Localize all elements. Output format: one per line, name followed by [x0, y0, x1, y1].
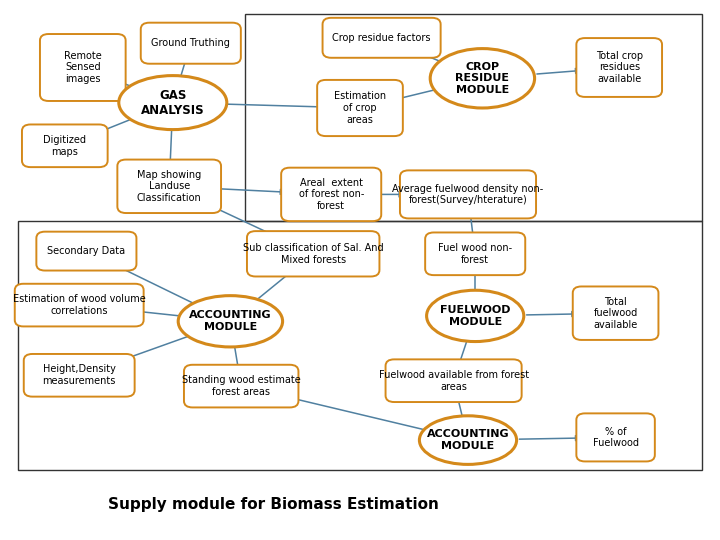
- Text: Total
fuelwood
available: Total fuelwood available: [593, 296, 638, 330]
- FancyBboxPatch shape: [323, 18, 441, 58]
- Text: ACCOUNTING
MODULE: ACCOUNTING MODULE: [189, 310, 271, 332]
- Text: Fuelwood available from forest
areas: Fuelwood available from forest areas: [379, 370, 528, 392]
- Text: Estimation
of crop
areas: Estimation of crop areas: [334, 91, 386, 125]
- Text: CROP
RESIDUE
MODULE: CROP RESIDUE MODULE: [456, 62, 510, 95]
- FancyBboxPatch shape: [117, 160, 221, 213]
- Text: Areal  extent
of forest non-
forest: Areal extent of forest non- forest: [299, 178, 364, 211]
- FancyBboxPatch shape: [318, 80, 403, 136]
- FancyBboxPatch shape: [14, 284, 143, 326]
- FancyBboxPatch shape: [577, 38, 662, 97]
- Text: Standing wood estimate
forest areas: Standing wood estimate forest areas: [182, 375, 300, 397]
- FancyBboxPatch shape: [24, 354, 135, 396]
- Text: Secondary Data: Secondary Data: [48, 246, 125, 256]
- Text: FUELWOOD
MODULE: FUELWOOD MODULE: [440, 305, 510, 327]
- Ellipse shape: [119, 76, 227, 130]
- Text: Remote
Sensed
images: Remote Sensed images: [64, 51, 102, 84]
- Text: Total crop
residues
available: Total crop residues available: [595, 51, 643, 84]
- FancyBboxPatch shape: [247, 231, 379, 276]
- Ellipse shape: [426, 291, 524, 342]
- FancyBboxPatch shape: [36, 232, 137, 271]
- FancyBboxPatch shape: [400, 171, 536, 218]
- Text: Estimation of wood volume
correlations: Estimation of wood volume correlations: [13, 294, 145, 316]
- Ellipse shape: [431, 49, 534, 108]
- Text: Supply module for Biomass Estimation: Supply module for Biomass Estimation: [108, 497, 439, 512]
- Text: Digitized
maps: Digitized maps: [43, 135, 86, 157]
- Text: GAS
ANALYSIS: GAS ANALYSIS: [141, 89, 204, 117]
- Text: Crop residue factors: Crop residue factors: [333, 33, 431, 43]
- Text: % of
Fuelwood: % of Fuelwood: [593, 427, 639, 448]
- Text: ACCOUNTING
MODULE: ACCOUNTING MODULE: [427, 429, 509, 451]
- Text: Ground Truthing: Ground Truthing: [151, 38, 230, 48]
- Text: Sub classification of Sal. And
Mixed forests: Sub classification of Sal. And Mixed for…: [243, 243, 384, 265]
- FancyBboxPatch shape: [22, 125, 108, 167]
- Text: Map showing
Landuse
Classification: Map showing Landuse Classification: [137, 170, 202, 203]
- Ellipse shape: [179, 295, 283, 347]
- FancyBboxPatch shape: [40, 34, 125, 101]
- FancyBboxPatch shape: [282, 167, 382, 221]
- FancyBboxPatch shape: [573, 286, 658, 340]
- Text: Average fuelwood density non-
forest(Survey/hterature): Average fuelwood density non- forest(Sur…: [392, 184, 544, 205]
- Text: Fuel wood non-
forest: Fuel wood non- forest: [438, 243, 512, 265]
- FancyBboxPatch shape: [184, 365, 299, 408]
- FancyBboxPatch shape: [425, 232, 526, 275]
- FancyBboxPatch shape: [386, 360, 521, 402]
- Ellipse shape: [419, 416, 517, 464]
- FancyBboxPatch shape: [577, 414, 655, 461]
- FancyBboxPatch shape: [141, 23, 240, 64]
- Text: Height,Density
measurements: Height,Density measurements: [42, 364, 116, 386]
